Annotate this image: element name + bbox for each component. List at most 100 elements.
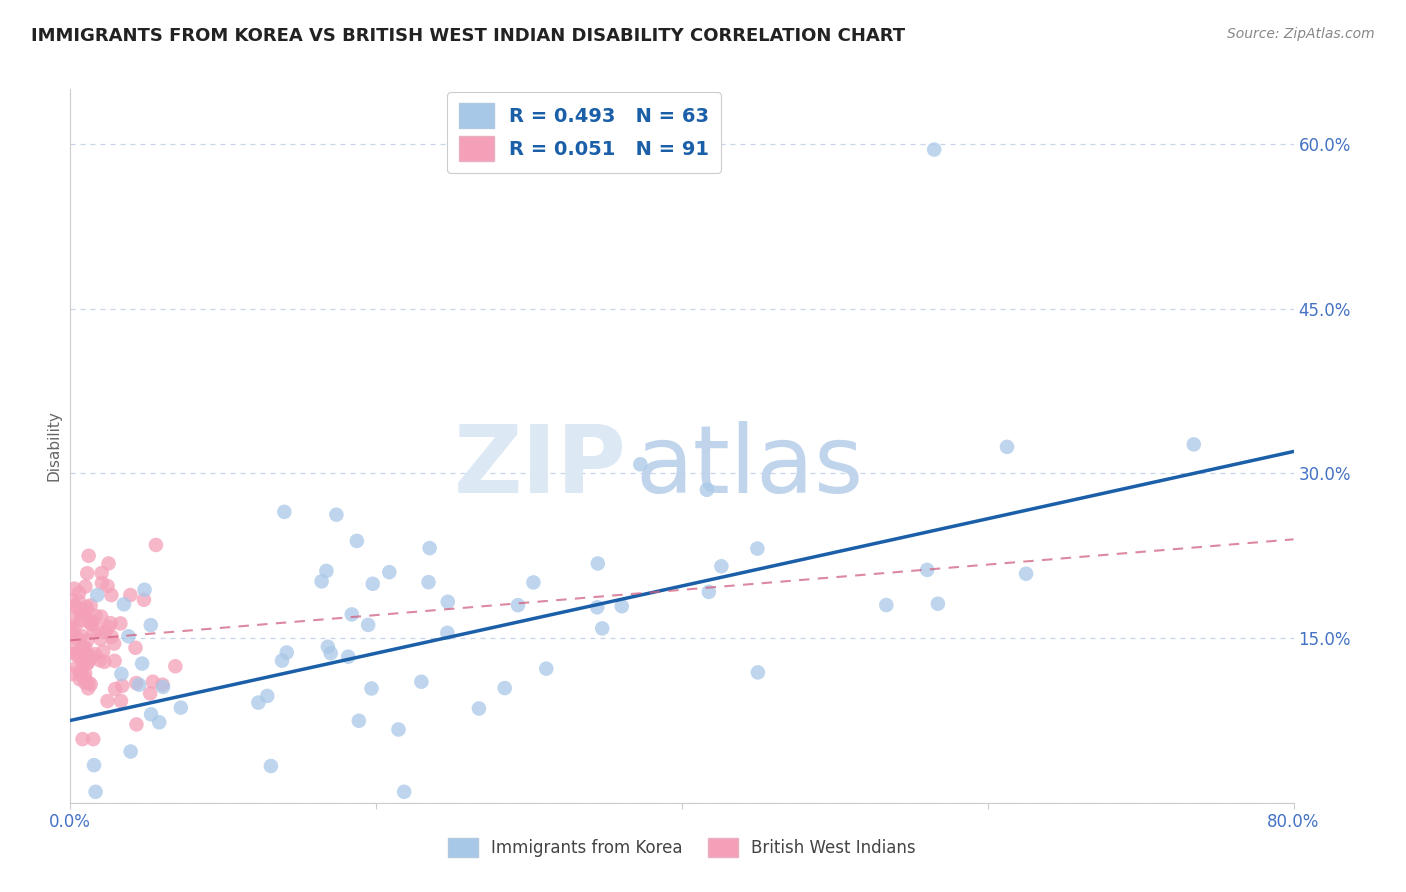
Point xyxy=(72,606,94,620)
Point xyxy=(316,640,339,654)
Point xyxy=(77,549,100,563)
Point xyxy=(110,666,132,681)
Point xyxy=(357,618,380,632)
Point xyxy=(915,563,938,577)
Point xyxy=(340,607,363,622)
Point xyxy=(337,649,360,664)
Point xyxy=(86,588,108,602)
Point xyxy=(72,642,94,657)
Point xyxy=(436,595,458,609)
Point xyxy=(69,664,91,678)
Point xyxy=(80,677,103,691)
Point xyxy=(361,576,384,591)
Point xyxy=(276,646,298,660)
Point xyxy=(94,624,117,639)
Point xyxy=(419,541,441,555)
Point xyxy=(142,674,165,689)
Point xyxy=(124,640,146,655)
Point xyxy=(522,575,544,590)
Point xyxy=(62,640,84,655)
Point xyxy=(76,651,98,665)
Point xyxy=(77,656,100,670)
Point xyxy=(97,557,120,571)
Point xyxy=(347,714,370,728)
Point xyxy=(75,641,97,656)
Point xyxy=(65,600,87,615)
Point xyxy=(111,679,134,693)
Point xyxy=(139,686,162,700)
Text: IMMIGRANTS FROM KOREA VS BRITISH WEST INDIAN DISABILITY CORRELATION CHART: IMMIGRANTS FROM KOREA VS BRITISH WEST IN… xyxy=(31,27,905,45)
Point xyxy=(165,659,187,673)
Point xyxy=(76,566,98,581)
Point xyxy=(132,592,155,607)
Point xyxy=(60,614,83,628)
Point xyxy=(139,618,162,632)
Point xyxy=(494,681,516,695)
Point xyxy=(104,682,127,697)
Point xyxy=(65,599,87,613)
Text: Source: ZipAtlas.com: Source: ZipAtlas.com xyxy=(1227,27,1375,41)
Point xyxy=(315,564,337,578)
Point xyxy=(97,579,120,593)
Point xyxy=(67,594,90,608)
Point xyxy=(696,483,718,497)
Point xyxy=(97,620,120,634)
Point xyxy=(66,646,89,660)
Point xyxy=(91,645,114,659)
Point xyxy=(69,613,91,627)
Point xyxy=(63,647,86,661)
Point xyxy=(117,629,139,643)
Point xyxy=(139,707,162,722)
Point xyxy=(134,582,156,597)
Point xyxy=(77,652,100,666)
Point xyxy=(100,630,122,644)
Point xyxy=(247,696,270,710)
Point xyxy=(75,580,97,594)
Point xyxy=(100,616,122,631)
Point xyxy=(747,665,769,680)
Point xyxy=(346,533,368,548)
Point xyxy=(506,598,529,612)
Point xyxy=(72,640,94,654)
Point xyxy=(90,566,112,580)
Point xyxy=(1015,566,1038,581)
Point xyxy=(80,616,103,631)
Point xyxy=(79,599,101,613)
Point xyxy=(325,508,347,522)
Point xyxy=(152,680,174,694)
Point xyxy=(66,631,89,645)
Point xyxy=(104,654,127,668)
Point xyxy=(76,633,98,648)
Point xyxy=(70,614,93,628)
Point xyxy=(436,625,458,640)
Point xyxy=(319,646,342,660)
Point xyxy=(66,648,89,663)
Point xyxy=(120,745,142,759)
Point xyxy=(73,675,96,690)
Point xyxy=(96,694,118,708)
Point xyxy=(73,666,96,681)
Point xyxy=(586,557,609,571)
Point xyxy=(411,674,433,689)
Point xyxy=(125,676,148,690)
Point xyxy=(120,588,142,602)
Point xyxy=(84,785,107,799)
Point xyxy=(72,732,94,747)
Point xyxy=(387,723,409,737)
Point xyxy=(260,759,283,773)
Point xyxy=(72,655,94,669)
Text: atlas: atlas xyxy=(636,421,863,514)
Point xyxy=(145,538,167,552)
Point xyxy=(100,588,122,602)
Point xyxy=(76,599,98,614)
Point xyxy=(69,605,91,619)
Point xyxy=(536,662,558,676)
Point xyxy=(63,624,86,638)
Point xyxy=(875,598,897,612)
Point xyxy=(79,651,101,665)
Point xyxy=(76,650,98,665)
Point xyxy=(927,597,949,611)
Point xyxy=(110,694,132,708)
Point xyxy=(128,678,150,692)
Point xyxy=(72,607,94,621)
